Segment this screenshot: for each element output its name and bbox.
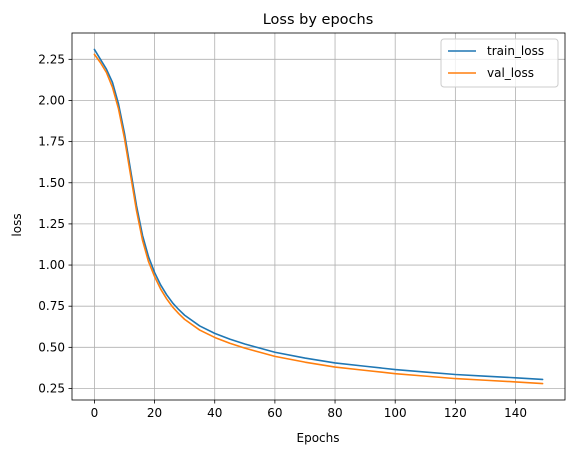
legend-label-train-loss: train_loss [487,44,544,58]
x-tick-label: 60 [267,406,282,420]
series-line-train-loss [93,48,544,381]
x-tick-label: 140 [504,406,527,420]
x-tick-label: 20 [147,406,162,420]
series-line-val-loss [93,53,544,385]
x-tick-label: 0 [91,406,99,420]
x-tick-label: 80 [327,406,342,420]
x-tick-label: 100 [384,406,407,420]
y-tick-label: 2.00 [38,93,65,107]
series-layer [93,48,544,385]
grid [72,33,565,400]
x-tick-label: 120 [444,406,467,420]
y-axis-ticks: 0.25 0.50 0.75 1.00 1.25 1.50 1.75 2.00 2.25 [38,52,72,395]
y-tick-label: 1.75 [38,135,65,149]
y-axis-label: loss [10,213,24,236]
x-tick-label: 40 [207,406,222,420]
plot-frame [71,32,566,401]
y-tick-label: 1.50 [38,176,65,190]
legend: train_loss val_loss [440,38,559,88]
y-tick-label: 0.25 [38,381,65,395]
x-axis-ticks: 0 20 40 60 80 100 120 140 [91,400,527,420]
chart-title: Loss by epochs [263,12,374,28]
x-axis-label: Epochs [297,431,340,445]
y-tick-label: 0.50 [38,340,65,354]
legend-label-val-loss: val_loss [487,66,534,80]
y-tick-label: 0.75 [38,299,65,313]
y-tick-label: 1.25 [38,217,65,231]
y-tick-label: 1.00 [38,258,65,272]
y-tick-label: 2.25 [38,52,65,66]
